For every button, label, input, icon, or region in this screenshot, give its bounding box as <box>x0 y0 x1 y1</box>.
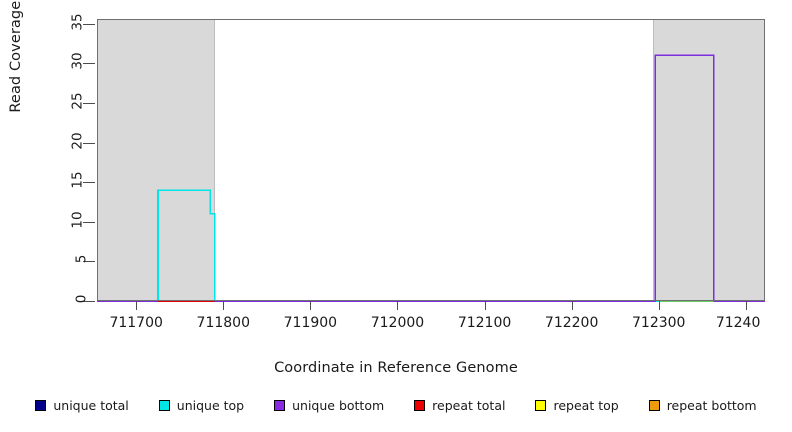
legend-label: unique total <box>53 398 129 413</box>
x-tick-label: 711700 <box>109 315 163 331</box>
x-tick-label: 71240 <box>715 315 761 331</box>
y-tick-label: 35 <box>69 13 86 31</box>
x-tick-label: 712300 <box>632 315 686 331</box>
y-tick-mark <box>83 261 95 263</box>
series-unique-bottom <box>97 54 765 302</box>
x-tick-mark <box>136 301 138 310</box>
y-tick-label: 0 <box>73 294 90 304</box>
x-tick-mark <box>745 301 747 310</box>
y-tick-label: 5 <box>73 255 90 264</box>
x-tick-mark <box>223 301 225 310</box>
legend-swatch-icon <box>274 400 286 411</box>
x-axis-title: Coordinate in Reference Genome <box>274 360 518 376</box>
x-tick-mark <box>658 301 660 310</box>
legend-label: repeat total <box>432 398 506 413</box>
legend-label: unique bottom <box>292 398 385 413</box>
legend-item-unique-total[interactable]: unique total <box>35 398 129 413</box>
x-tick-label: 712100 <box>457 315 512 331</box>
y-tick-label: 30 <box>69 52 86 70</box>
legend-item-unique-top[interactable]: unique top <box>158 398 245 413</box>
y-tick-mark <box>83 142 95 144</box>
x-tick-mark <box>571 301 573 310</box>
left-repeat-region <box>97 19 215 301</box>
y-tick-mark <box>83 221 95 223</box>
x-tick-label: 712200 <box>544 315 599 331</box>
x-tick-label: 712000 <box>370 315 425 331</box>
legend-item-repeat-top[interactable]: repeat top <box>535 398 619 413</box>
legend-swatch-icon <box>158 400 170 411</box>
y-tick-label: 15 <box>69 171 86 189</box>
series-unique-top <box>97 189 765 302</box>
legend-item-unique-bottom[interactable]: unique bottom <box>274 398 384 413</box>
x-tick-mark <box>484 301 486 310</box>
x-tick-label: 711800 <box>196 315 250 331</box>
legend-item-repeat-total[interactable]: repeat total <box>414 398 505 413</box>
plot-area <box>97 19 765 302</box>
legend-label: repeat bottom <box>666 398 757 413</box>
y-tick-mark <box>83 182 95 184</box>
y-tick-label: 10 <box>69 211 86 229</box>
legend-swatch-icon <box>648 400 660 411</box>
legend-swatch-icon <box>535 400 547 411</box>
x-tick-mark <box>397 301 399 310</box>
y-tick-mark <box>83 301 95 302</box>
chart-legend: unique total unique top unique bottom repea… <box>0 398 792 413</box>
legend-swatch-icon <box>414 400 426 411</box>
legend-label: repeat top <box>553 398 619 413</box>
y-tick-mark <box>83 63 95 65</box>
y-tick-label: 20 <box>69 131 86 150</box>
legend-item-repeat-bottom[interactable]: repeat bottom <box>648 398 757 413</box>
legend-label: unique top <box>176 398 245 413</box>
x-tick-label: 711900 <box>283 315 338 331</box>
y-tick-mark <box>83 23 95 25</box>
y-tick-mark <box>83 102 95 104</box>
series-lines <box>97 54 765 302</box>
legend-swatch-icon <box>35 400 47 411</box>
y-tick-label: 25 <box>69 92 86 110</box>
x-tick-mark <box>310 301 312 310</box>
